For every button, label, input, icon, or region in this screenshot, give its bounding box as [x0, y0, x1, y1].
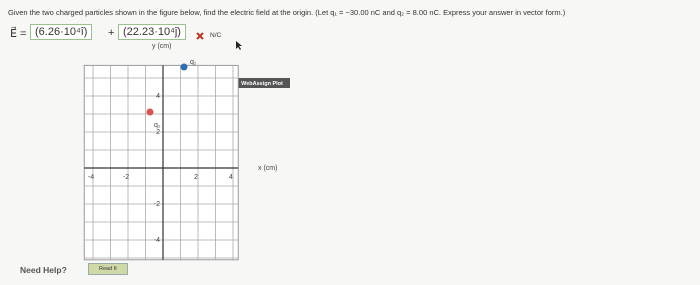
x-axis-label: x (cm) [258, 165, 277, 172]
y-axis-label: y (cm) [152, 43, 171, 50]
help-label: Need Help? [20, 265, 67, 275]
prompt: Given the two charged particles shown in… [8, 8, 566, 17]
charge-q2 [146, 108, 154, 116]
charge-label: q₁ [190, 59, 197, 66]
y-tick-label: 2 [156, 129, 160, 136]
y-tick-label: 4 [156, 93, 160, 100]
answer-i[interactable]: (6.26·10⁴î) [30, 24, 93, 40]
cursor [236, 41, 242, 50]
x-tick-label: -4 [88, 174, 94, 181]
y-tick-label: -2 [154, 201, 160, 208]
plus: + [108, 27, 115, 39]
answer-label: E⃗ = [10, 28, 27, 40]
unit: N/C [210, 32, 222, 39]
charge-label: q₂ [154, 122, 161, 129]
y-tick-label: -4 [154, 237, 160, 244]
answer-j[interactable]: (22.23·10⁴ĵ) [118, 24, 186, 40]
read-it-button[interactable]: Read It [88, 263, 128, 275]
x-tick-label: 2 [194, 174, 198, 181]
plot-label: WebAssign Plot [241, 81, 283, 87]
grid-bg [83, 64, 239, 261]
x-tick-label: 4 [229, 174, 233, 181]
charge-q1 [180, 63, 188, 71]
plot-label-bg [234, 78, 290, 88]
wrong-icon [196, 32, 204, 40]
x-tick-label: -2 [123, 174, 129, 181]
